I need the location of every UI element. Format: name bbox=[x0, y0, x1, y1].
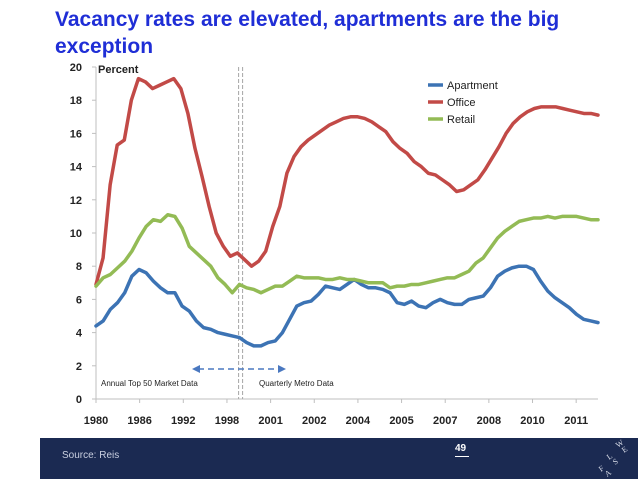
chart-series bbox=[94, 76, 600, 348]
svg-text:A: A bbox=[603, 468, 613, 478]
svg-text:S: S bbox=[611, 457, 620, 467]
svg-text:F: F bbox=[597, 463, 606, 473]
y-tick-label: 6 bbox=[76, 294, 82, 306]
y-tick-label: 4 bbox=[76, 328, 83, 340]
x-tick-label: 2004 bbox=[346, 415, 371, 427]
svg-text:W: W bbox=[614, 438, 626, 450]
x-tick-label: 1986 bbox=[127, 415, 151, 427]
x-tick-label: 2002 bbox=[302, 415, 326, 427]
wells-fargo-logo: W E L S F A bbox=[597, 438, 629, 478]
legend-label-apartment: Apartment bbox=[447, 80, 498, 92]
x-tick-label: 1980 bbox=[84, 415, 108, 427]
annotation-annual: Annual Top 50 Market Data bbox=[101, 379, 198, 388]
y-tick-label: 12 bbox=[70, 195, 82, 207]
legend-label-retail: Retail bbox=[447, 114, 475, 126]
legend-label-office: Office bbox=[447, 97, 476, 109]
x-tick-label: 2005 bbox=[389, 415, 413, 427]
page-number: 49 bbox=[455, 443, 467, 454]
x-tick-label: 2007 bbox=[433, 415, 457, 427]
x-tick-label: 2011 bbox=[564, 415, 588, 427]
x-tick-label: 2010 bbox=[520, 415, 544, 427]
chart-axes bbox=[92, 66, 598, 403]
y-tick-label: 16 bbox=[70, 128, 82, 140]
annotation-quarterly: Quarterly Metro Data bbox=[259, 379, 334, 388]
svg-text:L: L bbox=[605, 451, 614, 461]
series-line-office bbox=[94, 76, 600, 287]
page-number-underline bbox=[455, 456, 469, 457]
x-tick-label: 2008 bbox=[477, 415, 501, 427]
x-tick-label: 1992 bbox=[171, 415, 195, 427]
source-note: Source: Reis bbox=[62, 450, 120, 461]
y-tick-label: 10 bbox=[70, 228, 82, 240]
annotation-arrow-left-head bbox=[192, 365, 200, 373]
y-tick-label: 18 bbox=[70, 95, 82, 107]
annotation-arrow-right-head bbox=[278, 365, 286, 373]
y-axis-label: Percent bbox=[98, 64, 139, 76]
y-tick-label: 8 bbox=[76, 261, 82, 273]
y-tick-label: 2 bbox=[76, 361, 82, 373]
svg-text:E: E bbox=[620, 444, 629, 454]
page-title: Vacancy rates are elevated, apartments a… bbox=[55, 8, 560, 58]
series-line-apartment bbox=[94, 264, 600, 348]
series-line-retail bbox=[94, 212, 600, 295]
y-tick-label: 0 bbox=[76, 394, 82, 406]
x-tick-label: 2001 bbox=[258, 415, 282, 427]
footer-bar bbox=[40, 438, 638, 479]
chart-labels: 0 2 4 6 8 10 12 14 16 18 20 1980 1986 1992 1998 2001 200… bbox=[70, 62, 588, 427]
x-tick-label: 1998 bbox=[215, 415, 239, 427]
y-tick-label: 14 bbox=[70, 162, 83, 174]
y-tick-label: 20 bbox=[70, 62, 82, 74]
